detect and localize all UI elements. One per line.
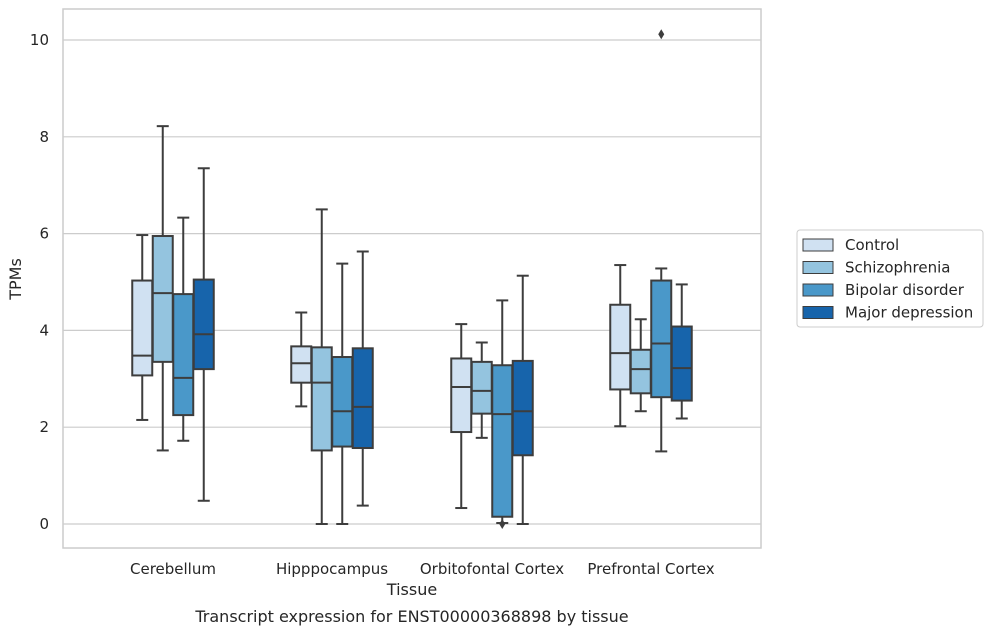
box bbox=[151, 125, 174, 452]
legend-swatch bbox=[802, 306, 834, 319]
series-bipolar-disorder bbox=[172, 29, 673, 529]
iqr-box bbox=[131, 279, 154, 377]
series-control bbox=[131, 234, 632, 510]
iqr-box bbox=[310, 346, 333, 452]
y-axis-title: TPMs bbox=[6, 258, 25, 301]
legend-label: Major depression bbox=[845, 304, 973, 322]
box bbox=[351, 250, 374, 507]
iqr-box bbox=[511, 359, 534, 457]
iqr-box bbox=[650, 279, 673, 399]
iqr-box bbox=[470, 360, 493, 415]
y-tick-label: 10 bbox=[30, 31, 49, 49]
outlier-point bbox=[658, 29, 665, 40]
x-tick-label: Prefrontal Cortex bbox=[587, 560, 714, 578]
iqr-box bbox=[450, 357, 473, 434]
x-axis-ticks: Cerebellum Hipppocampus Orbitofontal Corte… bbox=[130, 560, 715, 578]
y-tick-label: 4 bbox=[39, 321, 49, 339]
box bbox=[310, 208, 333, 525]
series-major-depression bbox=[192, 167, 693, 525]
iqr-box bbox=[351, 347, 374, 450]
y-tick-label: 6 bbox=[39, 225, 49, 243]
outlier-point bbox=[499, 519, 506, 529]
y-tick-label: 2 bbox=[39, 418, 49, 436]
iqr-box bbox=[670, 325, 693, 402]
legend-label: Bipolar disorder bbox=[845, 281, 965, 299]
iqr-box bbox=[290, 345, 313, 384]
legend-label: Schizophrenia bbox=[845, 259, 950, 277]
box bbox=[172, 216, 195, 442]
iqr-box bbox=[629, 348, 652, 395]
y-tick-label: 8 bbox=[39, 128, 49, 146]
iqr-box bbox=[491, 364, 514, 518]
box bbox=[629, 318, 652, 413]
x-tick-label: Hipppocampus bbox=[276, 560, 388, 578]
series-schizophrenia bbox=[151, 125, 652, 525]
box bbox=[511, 274, 534, 525]
iqr-box bbox=[609, 303, 632, 391]
box bbox=[491, 299, 514, 529]
iqr-box bbox=[172, 293, 195, 417]
box bbox=[670, 283, 693, 420]
x-axis-title: Tissue bbox=[386, 580, 437, 599]
box bbox=[470, 341, 493, 439]
box bbox=[650, 29, 673, 453]
legend-frame bbox=[796, 229, 984, 328]
iqr-box bbox=[331, 356, 354, 448]
box bbox=[192, 167, 215, 502]
box bbox=[131, 234, 154, 421]
box bbox=[331, 262, 354, 525]
legend-swatch bbox=[802, 238, 834, 252]
legend-swatch bbox=[802, 261, 834, 274]
chart-caption: Transcript expression for ENST0000036889… bbox=[194, 607, 628, 626]
x-tick-label: Cerebellum bbox=[130, 560, 216, 578]
legend: Control Schizophrenia Bipolar disorder Majo… bbox=[796, 229, 984, 328]
box bbox=[450, 323, 473, 510]
box-plot-series bbox=[131, 29, 693, 529]
box bbox=[609, 264, 632, 428]
x-tick-label: Orbitofontal Cortex bbox=[420, 560, 564, 578]
y-axis-ticks: 0 2 4 6 8 10 bbox=[30, 31, 49, 533]
iqr-box bbox=[151, 235, 174, 363]
legend-label: Control bbox=[845, 236, 899, 254]
iqr-box bbox=[192, 278, 215, 371]
box bbox=[290, 311, 313, 408]
y-tick-label: 0 bbox=[39, 515, 49, 533]
plot-frame bbox=[62, 8, 762, 549]
legend-swatch bbox=[802, 283, 834, 297]
